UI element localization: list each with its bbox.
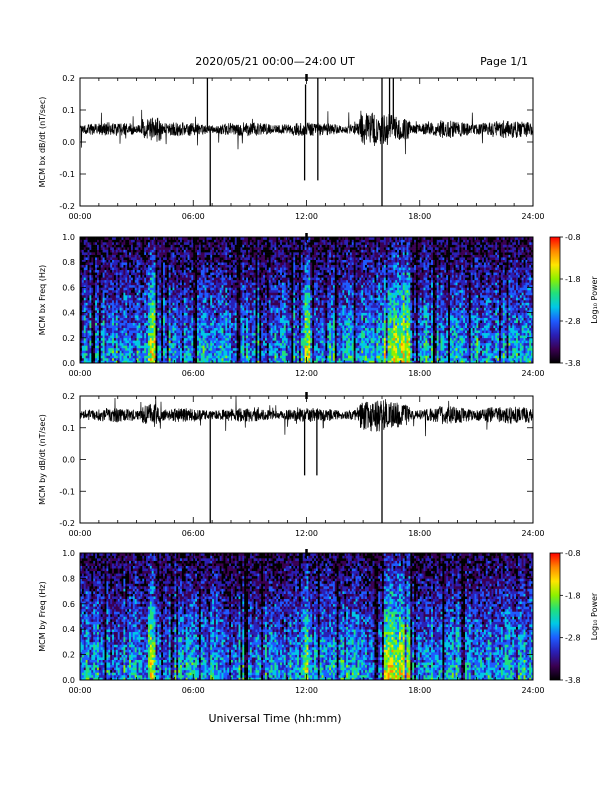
panel-4: -0.8 -1.8 -2.8 -3.8 Log₁₀ Power 0.0 0.2 0.4 0.6 0… [38,549,599,695]
y-tick-label: 0.2 [62,392,75,401]
x-tick-label: 12:00 [295,529,318,538]
colorbar-tick-label: -0.8 [565,233,581,242]
x-tick-label: 24:00 [521,686,544,695]
x-axis-label: Universal Time (hh:mm) [209,712,342,725]
y-tick-label: 0.0 [62,456,75,465]
colorbar-gradient [549,552,561,681]
spectrogram-cells [80,553,534,681]
y-tick-label: 0.2 [62,74,75,83]
y-tick-label: 0.0 [62,676,75,685]
y-tick-label: 0.6 [62,283,75,292]
signal-trace [79,109,534,155]
y-tick-label: 0.0 [62,359,75,368]
y-tick-label: -0.2 [59,202,75,211]
spectrogram-cells [80,237,534,364]
y-tick-label: -0.2 [59,519,75,528]
y-tick-label: 0.0 [62,138,75,147]
y-tick-label: 0.1 [62,106,75,115]
x-tick-label: 06:00 [182,369,205,378]
x-tick-label: 00:00 [68,686,91,695]
colorbar-tick-label: -1.8 [565,591,581,600]
x-tick-label: 24:00 [521,529,544,538]
y-tick-label: 0.4 [62,309,75,318]
x-tick-label: 00:00 [68,529,91,538]
y-tick-label: 0.8 [62,258,75,267]
signal-trace [79,395,534,437]
x-tick-label: 06:00 [182,686,205,695]
panel-1: -0.2 -0.1 0.0 0.1 0.2 00:00 06:00 12:00 18:00 24:… [38,74,545,221]
y-tick-label: 0.4 [62,625,75,634]
colorbar: -0.8 -1.8 -2.8 -3.8 Log₁₀ Power [549,233,599,368]
y-tick-label: -0.1 [59,487,75,496]
colorbar-gradient [549,236,561,364]
y-axis-label: MCM bx dB/dt (nT/sec) [38,97,47,188]
x-tick-label: 24:00 [521,212,544,221]
y-axis-label: MCM bx Freq (Hz) [38,265,47,335]
colorbar-tick-label: -2.8 [565,317,581,326]
colorbar-tick-label: -3.8 [565,359,581,368]
page-title: 2020/05/21 00:00—24:00 UT [195,55,355,68]
y-tick-label: 0.1 [62,424,75,433]
x-tick-label: 06:00 [182,529,205,538]
x-tick-label: 06:00 [182,212,205,221]
x-tick-label: 18:00 [408,686,431,695]
panel-3: -0.2 -0.1 0.0 0.1 0.2 00:00 06:00 12:00 18:00 24:… [38,392,545,538]
y-tick-label: 1.0 [62,549,75,558]
y-axis-label: MCM by dB/dt (nT/sec) [38,414,47,505]
x-tick-label: 18:00 [408,529,431,538]
y-tick-label: 0.2 [62,651,75,660]
x-tick-label: 24:00 [521,369,544,378]
y-tick-label: 0.8 [62,574,75,583]
colorbar-label: Log₁₀ Power [590,276,599,324]
colorbar-tick-label: -2.8 [565,634,581,643]
y-tick-label: 0.6 [62,600,75,609]
y-tick-label: 1.0 [62,233,75,242]
colorbar-tick-label: -1.8 [565,275,581,284]
colorbar-label: Log₁₀ Power [590,592,599,640]
y-tick-label: -0.1 [59,170,75,179]
colorbar-tick-label: -3.8 [565,676,581,685]
x-tick-label: 12:00 [295,686,318,695]
colorbar-tick-label: -0.8 [565,549,581,558]
y-axis-label: MCM by Freq (Hz) [38,581,47,651]
y-tick-label: 0.2 [62,334,75,343]
x-tick-label: 00:00 [68,212,91,221]
panel-2: -0.8 -1.8 -2.8 -3.8 Log₁₀ Power 0.0 0.2 0.4 0.6 0… [38,233,599,378]
x-tick-label: 12:00 [295,369,318,378]
x-tick-label: 18:00 [408,212,431,221]
page-number: Page 1/1 [480,55,528,68]
x-tick-label: 18:00 [408,369,431,378]
plot-frame [79,77,534,207]
x-tick-label: 00:00 [68,369,91,378]
colorbar: -0.8 -1.8 -2.8 -3.8 Log₁₀ Power [549,549,599,685]
x-tick-label: 12:00 [295,212,318,221]
